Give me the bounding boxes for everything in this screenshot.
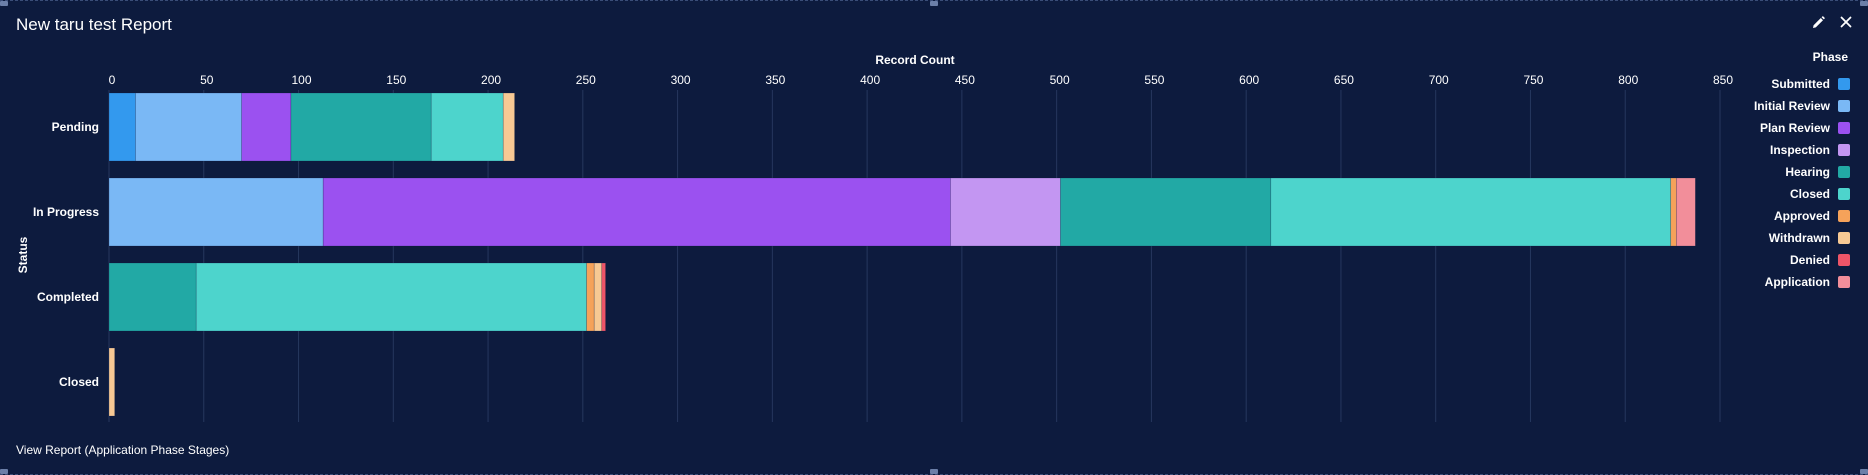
legend-swatch: [1838, 122, 1850, 134]
x-tick-label: 350: [765, 73, 785, 87]
legend-label: Submitted: [1771, 77, 1830, 91]
legend-item[interactable]: Hearing: [1710, 161, 1850, 183]
legend-swatch: [1838, 232, 1850, 244]
resize-handle[interactable]: [0, 1, 8, 6]
x-tick-label: 700: [1429, 73, 1449, 87]
x-tick-label: 150: [386, 73, 406, 87]
bar-segment-closed[interactable]: Pending — Closed: 38: [430, 92, 504, 162]
x-axis-title: Record Count: [875, 53, 954, 67]
legend-item[interactable]: Closed: [1710, 183, 1850, 205]
legend-label: Closed: [1789, 187, 1830, 201]
x-tick-label: 450: [955, 73, 975, 87]
x-tick-label: 0: [109, 73, 116, 87]
bar-segment-submitted[interactable]: Pending — Submitted: 14: [108, 92, 136, 162]
legend-item[interactable]: Plan Review: [1710, 117, 1850, 139]
bar-segment-denied[interactable]: Completed — Denied: 2: [601, 262, 606, 332]
bar-segment-approved[interactable]: In Progress — Approved: 3: [1670, 177, 1677, 247]
legend-item[interactable]: Initial Review: [1710, 95, 1850, 117]
legend-swatch: [1838, 144, 1850, 156]
x-tick-label: 850: [1713, 73, 1733, 87]
legend-swatch: [1838, 254, 1850, 266]
bar-segment-hearing[interactable]: Completed — Hearing: 46: [108, 262, 197, 332]
x-tick-label: 500: [1050, 73, 1070, 87]
x-tick-label: 50: [200, 73, 214, 87]
y-category-label: In Progress: [33, 205, 99, 219]
bar-segment-withdrawn[interactable]: Completed — Withdrawn: 4: [593, 262, 603, 332]
bar-segment-plan-review[interactable]: Pending — Plan Review: 26: [241, 92, 292, 162]
resize-handle[interactable]: [0, 469, 8, 474]
legend-item[interactable]: Approved: [1710, 205, 1850, 227]
report-title: New taru test Report: [16, 15, 172, 34]
resize-handle[interactable]: [930, 1, 938, 6]
x-tick-label: 300: [671, 73, 691, 87]
legend-label: Application: [1764, 275, 1830, 289]
legend-label: Withdrawn: [1768, 231, 1830, 245]
legend-item[interactable]: Denied: [1710, 249, 1850, 271]
legend-swatch: [1838, 210, 1850, 222]
bar-segment-hearing[interactable]: In Progress — Hearing: 111: [1060, 177, 1272, 247]
header-actions: [1810, 14, 1854, 30]
bar-segment-hearing[interactable]: Pending — Hearing: 74: [290, 92, 432, 162]
resize-handle[interactable]: [1860, 1, 1868, 6]
legend-item[interactable]: Withdrawn: [1710, 227, 1850, 249]
bar-segment-initial-review[interactable]: Pending — Initial Review: 56: [135, 92, 242, 162]
legend-title: Phase: [1812, 50, 1848, 64]
resize-handle[interactable]: [1860, 469, 1868, 474]
y-category-label: Closed: [59, 375, 99, 389]
bar-segment-inspection[interactable]: In Progress — Inspection: 58: [950, 177, 1061, 247]
x-tick-label: 100: [292, 73, 312, 87]
chart-bars: Pending — Submitted: 14Pending — Initial…: [108, 92, 1696, 417]
pencil-icon[interactable]: [1810, 14, 1826, 30]
x-tick-label: 250: [576, 73, 596, 87]
x-tick-label: 750: [1523, 73, 1543, 87]
legend-swatch: [1838, 100, 1850, 112]
bar-segment-application[interactable]: In Progress — Application: 10: [1676, 177, 1696, 247]
legend-swatch: [1838, 78, 1850, 90]
legend-label: Hearing: [1785, 165, 1830, 179]
bar-segment-closed[interactable]: In Progress — Closed: 211: [1270, 177, 1672, 247]
legend-label: Initial Review: [1753, 99, 1830, 113]
legend-swatch: [1838, 166, 1850, 178]
y-axis-categories: Pending In Progress Completed Closed: [33, 120, 99, 389]
close-icon[interactable]: [1838, 14, 1854, 30]
legend-label: Inspection: [1769, 143, 1830, 157]
x-tick-label: 600: [1239, 73, 1259, 87]
x-tick-label: 400: [860, 73, 880, 87]
legend-label: Plan Review: [1759, 121, 1830, 135]
resize-handle[interactable]: [930, 469, 938, 474]
y-category-label: Completed: [37, 290, 99, 304]
legend-swatch: [1838, 188, 1850, 200]
legend-swatch: [1838, 276, 1850, 288]
bar-segment-closed[interactable]: Completed — Closed: 206: [195, 262, 587, 332]
x-tick-label: 200: [481, 73, 501, 87]
view-report-link[interactable]: View Report (Application Phase Stages): [16, 443, 230, 457]
legend-label: Denied: [1789, 253, 1830, 267]
legend-item[interactable]: Application: [1710, 271, 1850, 293]
y-category-label: Pending: [52, 120, 99, 134]
x-tick-label: 550: [1144, 73, 1164, 87]
chart-legend: Phase Submitted Initial Review Plan Review…: [1710, 50, 1850, 293]
legend-items: Submitted Initial Review Plan Review Inspec…: [1710, 73, 1850, 293]
x-tick-label: 650: [1334, 73, 1354, 87]
bar-segment-withdrawn[interactable]: Pending — Withdrawn: 6: [502, 92, 515, 162]
legend-item[interactable]: Inspection: [1710, 139, 1850, 161]
legend-label: Approved: [1773, 209, 1830, 223]
bar-segment-approved[interactable]: Completed — Approved: 4: [586, 262, 595, 332]
x-axis-ticks: 0 50 100 150 200 250 300 350 400 450 500 550 600 650 7…: [109, 73, 1734, 87]
bar-segment-plan-review[interactable]: In Progress — Plan Review: 331: [322, 177, 951, 247]
y-axis-title: Status: [16, 236, 30, 273]
bar-segment-withdrawn[interactable]: Closed — Withdrawn: 3: [108, 347, 115, 417]
legend-item[interactable]: Submitted: [1710, 73, 1850, 95]
bar-segment-initial-review[interactable]: In Progress — Initial Review: 113: [108, 177, 324, 247]
x-tick-label: 800: [1618, 73, 1638, 87]
